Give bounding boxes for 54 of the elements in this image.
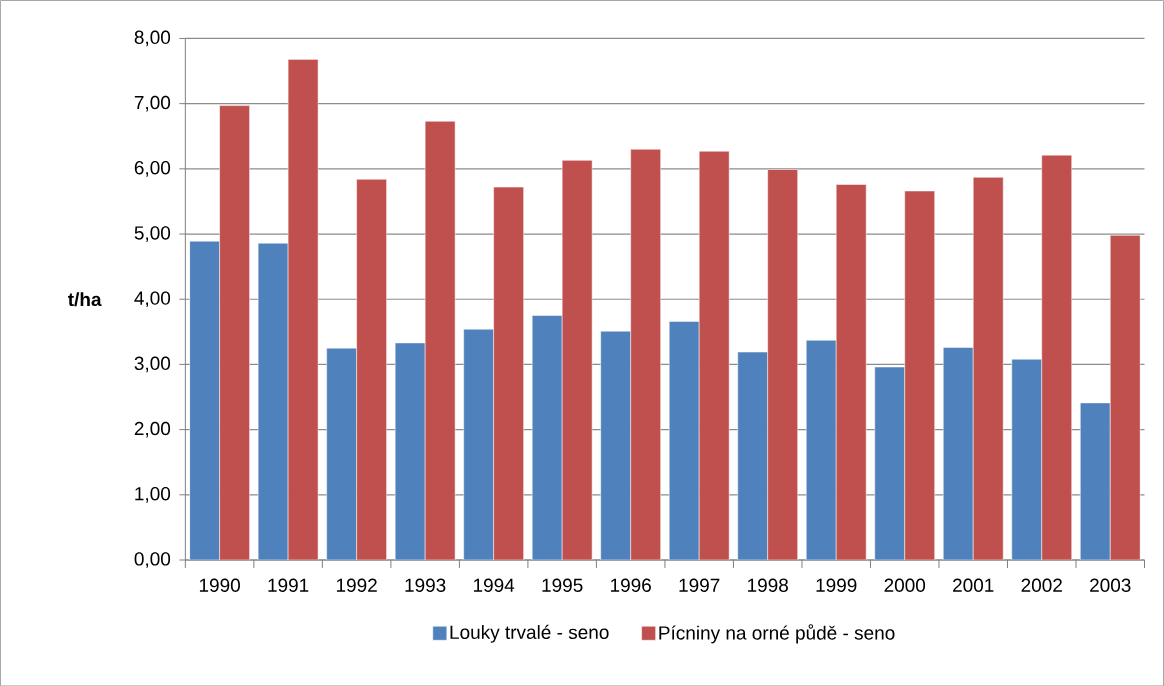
y-tick-label: 1,00 [135, 486, 171, 503]
bar [874, 366, 905, 560]
bar [561, 159, 593, 560]
x-tick-label: 1997 [679, 578, 720, 592]
x-tick-label: 2003 [1090, 578, 1131, 592]
y-tick-label: 0,00 [134, 551, 171, 568]
x-tick-label: 1991 [268, 578, 309, 592]
y-tick-label: 6,00 [134, 160, 171, 177]
x-tick-label: 2001 [953, 578, 994, 592]
bar [698, 150, 730, 560]
x-tick-label: 1999 [816, 578, 857, 592]
bar [287, 58, 319, 560]
x-tick-label: 1998 [748, 578, 788, 592]
bar [493, 186, 524, 560]
x-tick-label: 2000 [884, 578, 926, 592]
bar [1041, 154, 1072, 560]
bar [326, 347, 357, 560]
bar [424, 120, 456, 560]
bar [630, 148, 661, 560]
bar [356, 178, 387, 560]
x-tick-label: 1993 [405, 578, 446, 592]
bar [904, 190, 935, 560]
x-tick-label: 1990 [199, 578, 240, 592]
bar [1011, 358, 1042, 560]
bar [463, 328, 494, 560]
bar [737, 351, 768, 560]
bar [600, 330, 631, 560]
bar [189, 240, 220, 560]
x-tick-label: 1996 [611, 578, 651, 592]
y-axis-title: t/ha [68, 291, 102, 307]
bar [668, 320, 700, 560]
bar [805, 339, 837, 560]
legend-label: Pícniny na orné půdě - seno [659, 624, 895, 644]
y-tick-label: 2,00 [134, 421, 171, 438]
bar [531, 315, 563, 560]
x-tick-label: 1992 [336, 578, 377, 592]
legend-label: Louky trvalé - seno [450, 624, 609, 643]
bar [394, 342, 426, 560]
bar [1110, 234, 1141, 560]
bar [972, 176, 1004, 560]
y-tick-label: 3,00 [134, 356, 171, 373]
x-tick-label: 1995 [542, 578, 583, 592]
bar [1080, 402, 1111, 560]
y-tick-label: 5,00 [134, 226, 171, 242]
y-tick-label: 8,00 [134, 30, 171, 47]
x-tick-label: 2002 [1021, 578, 1062, 592]
bar [943, 347, 974, 560]
bar [767, 169, 798, 560]
x-tick-label: 1994 [473, 578, 515, 592]
bar [257, 242, 289, 560]
y-tick-label: 7,00 [134, 95, 171, 112]
bar [835, 184, 867, 560]
bar [219, 105, 250, 560]
y-tick-label: 4,00 [134, 291, 171, 307]
